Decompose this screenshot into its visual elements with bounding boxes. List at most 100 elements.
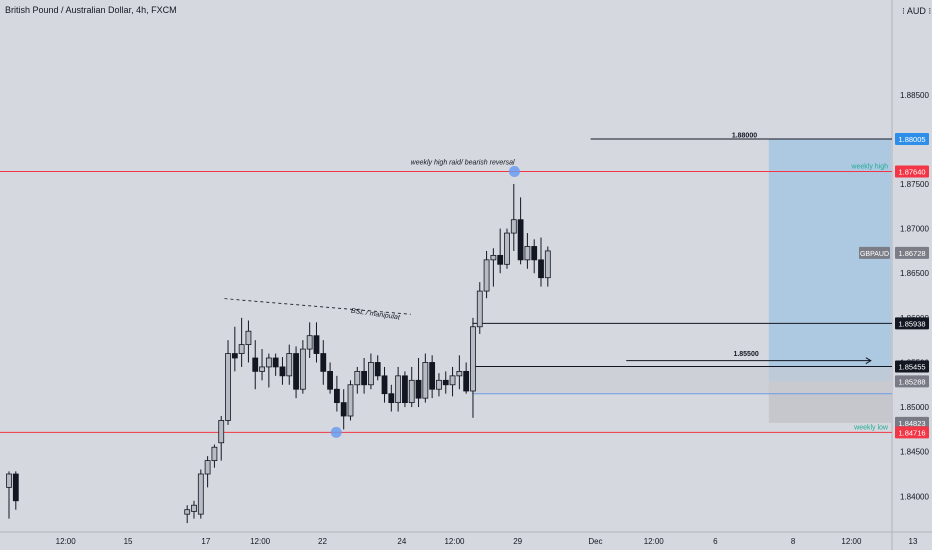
candle-body <box>442 379 449 386</box>
price-badge-label: 1.84716 <box>898 428 925 437</box>
time-tick-label: 22 <box>318 537 327 546</box>
candle-body <box>429 362 436 390</box>
price-tick-label: 1.88500 <box>900 91 929 100</box>
time-tick-label: 24 <box>397 537 406 546</box>
candle-body <box>436 379 442 390</box>
candle-body <box>504 232 510 265</box>
price-badge-label: 1.88005 <box>898 135 925 144</box>
candle-body <box>490 254 497 261</box>
candle-body <box>463 370 470 392</box>
time-tick-label: 12:00 <box>444 537 465 546</box>
candle-body <box>320 353 327 372</box>
candle-body <box>483 259 490 292</box>
candle-body <box>6 473 12 488</box>
candle-body <box>524 246 531 261</box>
bsl-trendline <box>224 298 411 315</box>
candle-body <box>204 460 211 475</box>
candle-body <box>333 388 340 404</box>
price-badge <box>895 375 929 388</box>
price-badge-label: 1.86728 <box>898 249 925 258</box>
symbol-badge-label: GBPAUD <box>860 251 889 258</box>
candle-body <box>293 353 299 390</box>
price-badge <box>895 416 929 429</box>
candle-body <box>497 254 504 265</box>
candle-body <box>197 473 204 515</box>
candle-body <box>368 362 374 386</box>
arrow-head-185500 <box>865 357 872 365</box>
candle-body <box>272 357 279 368</box>
time-tick-label: 8 <box>791 537 796 546</box>
candle-body <box>306 335 313 350</box>
price-badge-label: 1.85938 <box>898 319 925 328</box>
candle-body <box>531 246 538 261</box>
candle-body <box>231 353 238 359</box>
candle-body <box>313 335 320 354</box>
candle-body <box>211 446 218 462</box>
candle-body <box>354 370 361 386</box>
candle-body <box>259 366 265 372</box>
candle-body <box>347 384 354 417</box>
candle-body <box>286 353 293 377</box>
price-tick-label: 1.87000 <box>900 225 929 234</box>
price-badge <box>895 132 929 145</box>
order-block-zone <box>472 366 892 394</box>
time-tick-label: 15 <box>124 537 133 546</box>
candle-body <box>470 326 476 392</box>
time-tick-label: 13 <box>909 537 918 546</box>
price-badge <box>895 246 929 259</box>
time-tick-label: Dec <box>588 537 602 546</box>
price-axis-panel <box>892 0 932 550</box>
candle-body <box>340 402 347 417</box>
candle-body <box>538 259 544 279</box>
candle-body <box>456 370 463 377</box>
candle-body <box>12 473 19 502</box>
time-tick-label: 17 <box>201 537 210 546</box>
candle-body <box>245 330 252 346</box>
candle-body <box>218 420 225 444</box>
price-badge <box>895 317 929 330</box>
candle-body <box>422 362 429 399</box>
short-target-zone <box>768 138 891 382</box>
candle-body <box>415 379 422 399</box>
annotation-text: 1.85500 <box>733 351 758 358</box>
candle-body <box>395 375 402 404</box>
candle-body <box>279 366 286 377</box>
price-tick-label: 1.84500 <box>900 448 929 457</box>
candle-body <box>184 509 191 515</box>
level-label-weekly-low: weekly low <box>853 424 889 431</box>
time-tick-label: 12:00 <box>841 537 862 546</box>
time-tick-label: 12:00 <box>56 537 77 546</box>
candle-body <box>402 375 408 404</box>
symbol-badge <box>859 246 890 259</box>
candle-body <box>517 219 524 261</box>
price-badge <box>895 165 929 178</box>
price-tick-label: 1.86500 <box>900 269 929 278</box>
time-tick-label: 29 <box>513 537 522 546</box>
candle-body <box>361 370 368 386</box>
candle-body <box>388 393 395 404</box>
chart-title: British Pound / Australian Dollar, 4h, F… <box>5 5 177 15</box>
price-badge-label: 1.84823 <box>898 419 925 428</box>
candle-body <box>299 348 306 390</box>
price-badge <box>895 426 929 439</box>
swing-high-marker <box>508 166 520 178</box>
currency-label[interactable]: ⁝ AUD ⁝ <box>902 6 932 16</box>
candle-body <box>327 370 333 390</box>
price-badge-label: 1.85455 <box>898 362 925 371</box>
candle-body <box>381 375 388 395</box>
time-tick-label: 6 <box>713 537 718 546</box>
price-badge-label: 1.87640 <box>898 168 925 177</box>
price-tick-label: 1.85000 <box>900 403 929 412</box>
price-tick-label: 1.87500 <box>900 180 929 189</box>
candle-body <box>374 362 381 377</box>
candle-body <box>252 357 259 372</box>
swing-low-marker <box>330 426 342 438</box>
price-tick-label: 1.84000 <box>900 492 929 501</box>
price-badge-label: 1.85288 <box>898 377 925 386</box>
level-label-weekly-high: weekly high <box>850 164 888 171</box>
annotation-text: BSL / manipulat <box>350 308 401 322</box>
candle-body <box>238 344 245 354</box>
annotation-text: 1.88000 <box>732 133 757 140</box>
candle-body <box>225 353 231 421</box>
